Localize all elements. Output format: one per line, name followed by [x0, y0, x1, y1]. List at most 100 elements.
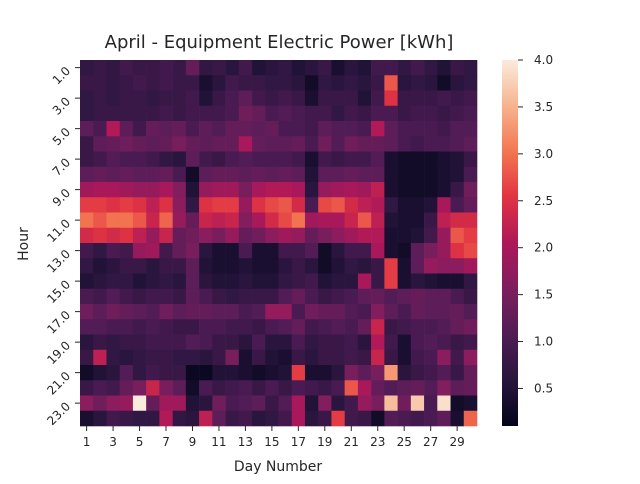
heatmap-cell [437, 334, 451, 351]
heatmap-cell [119, 365, 134, 381]
heatmap-cell [185, 166, 200, 183]
heatmap-cell [291, 212, 306, 229]
heatmap-cell [146, 166, 160, 183]
heatmap-cell [437, 151, 451, 168]
heatmap-cell [159, 166, 173, 183]
heatmap-cell [424, 288, 438, 305]
heatmap-cell [106, 410, 120, 427]
heatmap-cell [93, 380, 107, 396]
heatmap-cell [172, 334, 187, 351]
heatmap-cell [146, 243, 160, 259]
heatmap-cell [159, 105, 173, 122]
heatmap-cell [132, 395, 147, 412]
heatmap-cell [212, 334, 226, 351]
heatmap-cell [410, 319, 425, 335]
heatmap-cell [265, 334, 279, 351]
heatmap-cell [463, 105, 478, 122]
heatmap-cell [437, 395, 451, 412]
heatmap-cell [371, 166, 385, 183]
heatmap-cell [106, 212, 120, 229]
heatmap-cell [384, 334, 398, 351]
heatmap-cell [119, 243, 134, 259]
heatmap-cell [318, 334, 332, 351]
heatmap-cell [106, 136, 120, 152]
heatmap-cell [291, 288, 306, 305]
heatmap-cell [318, 304, 332, 320]
heatmap-cell [132, 197, 147, 213]
heatmap-cell [357, 166, 372, 183]
heatmap-cell [199, 227, 213, 244]
heatmap-cell [199, 136, 213, 152]
heatmap-cell [278, 121, 293, 137]
heatmap-cell [357, 410, 372, 427]
heatmap-cell [93, 365, 107, 381]
heatmap-cell [238, 105, 253, 122]
heatmap-cell [265, 410, 279, 427]
heatmap-cell [93, 121, 107, 137]
heatmap-cell [80, 334, 94, 351]
heatmap-cell [344, 136, 359, 152]
heatmap-cell [185, 105, 200, 122]
heatmap-cell [119, 288, 134, 305]
y-tick-label: 19.0 [44, 338, 73, 367]
heatmap-cell [199, 121, 213, 137]
heatmap-cell [344, 151, 359, 168]
heatmap-cell [397, 90, 412, 107]
heatmap-cell [252, 395, 266, 412]
heatmap-cell [331, 365, 345, 381]
heatmap-cell [106, 166, 120, 183]
heatmap-cell [318, 319, 332, 335]
heatmap-cell [172, 166, 187, 183]
x-tick-label: 11 [211, 435, 226, 449]
heatmap-cell [238, 197, 253, 213]
heatmap-cell [159, 151, 173, 168]
heatmap-cell [410, 365, 425, 381]
heatmap-cell [199, 410, 213, 427]
heatmap-cell [384, 365, 398, 381]
heatmap-cell [291, 166, 306, 183]
heatmap-cell [132, 166, 147, 183]
heatmap-cell [437, 365, 451, 381]
heatmap-cell [424, 182, 438, 198]
heatmap-cell [384, 243, 398, 259]
heatmap-cell [172, 273, 187, 290]
heatmap-cell [185, 136, 200, 152]
heatmap-cell [410, 334, 425, 351]
heatmap-cell [132, 90, 147, 107]
heatmap-cell [146, 90, 160, 107]
heatmap-cell [278, 212, 293, 229]
heatmap-cell [93, 273, 107, 290]
heatmap-cell [172, 151, 187, 168]
heatmap-cell [278, 288, 293, 305]
heatmap-cell [80, 349, 94, 366]
heatmap-cell [463, 258, 478, 274]
heatmap-cell [278, 304, 293, 320]
heatmap-cell [304, 197, 319, 213]
heatmap-cell [146, 410, 160, 427]
heatmap-cell [212, 395, 226, 412]
heatmap-cell [119, 380, 134, 396]
y-axis-ticks: 1.0 3.0 5.0 7.0 9.0 11.013.015.017.019.021.02… [44, 64, 80, 428]
heatmap-cell [304, 365, 319, 381]
heatmap-cell [450, 258, 465, 274]
heatmap-cell [371, 365, 385, 381]
heatmap-cell [278, 60, 293, 76]
heatmap-cell [225, 349, 240, 366]
heatmap-cell [371, 212, 385, 229]
heatmap-cell [212, 319, 226, 335]
heatmap-cell [318, 105, 332, 122]
heatmap-cell [106, 182, 120, 198]
heatmap-cell [93, 243, 107, 259]
heatmap-cell [119, 334, 134, 351]
heatmap-cell [304, 258, 319, 274]
heatmap-cell [185, 334, 200, 351]
heatmap-cell [344, 395, 359, 412]
y-tick-label: 11.0 [44, 216, 73, 245]
heatmap-cell [238, 90, 253, 107]
heatmap-cell [344, 243, 359, 259]
heatmap-cell [119, 227, 134, 244]
heatmap-cell [265, 151, 279, 168]
heatmap-cell [132, 273, 147, 290]
heatmap-cell [265, 182, 279, 198]
heatmap-cell [331, 227, 345, 244]
